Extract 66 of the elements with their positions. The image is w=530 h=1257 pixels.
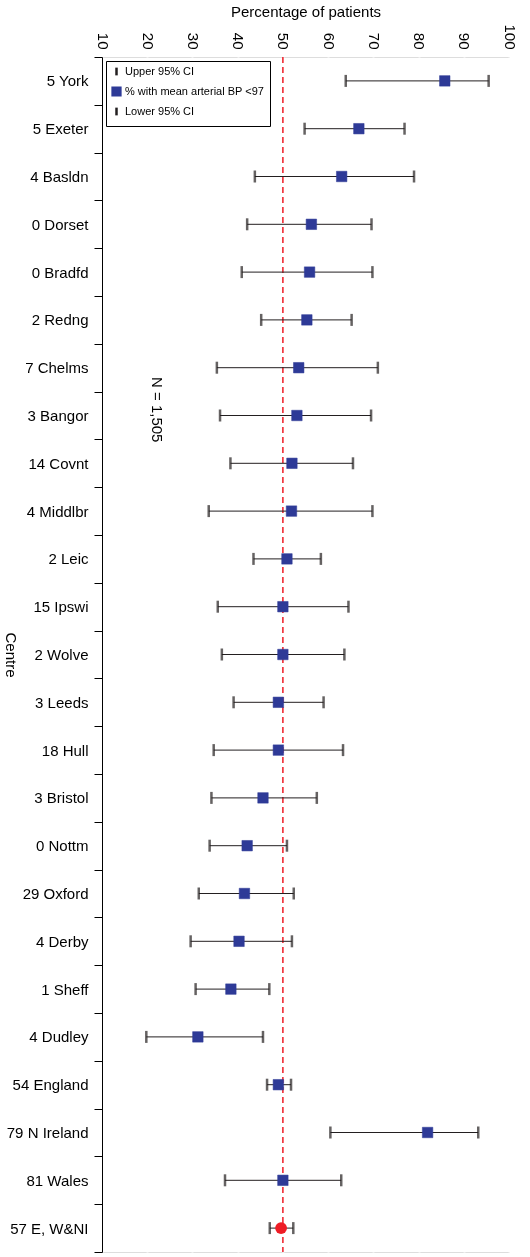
point [422, 1127, 434, 1138]
x-tick-label: 50 [275, 32, 293, 50]
x-tick-label: 100 [501, 24, 519, 50]
y-tick-label: 54 England [12, 1076, 89, 1094]
annotation: Upper 95% CI [125, 64, 195, 77]
point [439, 75, 451, 87]
point [281, 553, 293, 565]
point [277, 649, 289, 660]
point [272, 744, 284, 756]
x-tick-label: 90 [456, 32, 474, 50]
point [304, 266, 316, 278]
y-tick-label: 81 Wales [26, 1171, 89, 1189]
y-tick-label: 4 Basldn [30, 168, 89, 185]
x-axis-title: Percentage of patients [230, 3, 382, 21]
y-tick-label: 7 Chelms [25, 359, 89, 377]
y-tick-label: 57 E, W&NI [10, 1219, 89, 1237]
y-tick-label: 14 Covnt [28, 454, 90, 472]
point [286, 457, 298, 469]
y-tick-label: 18 Hull [41, 741, 89, 759]
y-tick-label: 0 Nottm [35, 837, 89, 855]
x-tick-label: 20 [139, 32, 157, 50]
point [241, 840, 253, 852]
y-tick-label: 2 Wolve [34, 646, 89, 663]
point [272, 696, 284, 708]
y-tick-label: 0 Bradfd [31, 263, 89, 281]
annotation: Lower 95% CI [125, 104, 195, 117]
y-tick-label: 4 Derby [35, 932, 89, 950]
y-tick-label: 4 Middlbr [26, 502, 89, 520]
point [192, 1031, 204, 1043]
y-tick-label: 5 York [46, 72, 89, 90]
y-tick-label: 2 Redng [31, 311, 89, 329]
point [293, 362, 305, 374]
x-tick-label: 10 [94, 32, 112, 50]
y-tick-label: 29 Oxford [22, 885, 89, 902]
point [301, 314, 313, 326]
point [225, 983, 237, 995]
point [336, 171, 348, 182]
point [291, 410, 303, 421]
y-tick-label: 3 Leeds [35, 693, 89, 711]
x-tick-label: 70 [365, 32, 383, 50]
point [257, 792, 269, 804]
point [238, 888, 250, 899]
x-tick-label: 40 [230, 32, 248, 50]
x-tick-label: 30 [184, 32, 202, 50]
point [275, 1222, 287, 1234]
point [353, 123, 365, 135]
point [305, 218, 317, 230]
x-tick-label: 60 [320, 32, 338, 50]
y-tick-label: 79 N Ireland [6, 1124, 89, 1141]
legend-label: % with mean arterial BP <97 [125, 84, 264, 97]
y-tick-label: 1 Sheff [41, 980, 90, 998]
point [272, 1079, 284, 1091]
y-tick-label: 5 Exeter [32, 120, 89, 138]
y-tick-label: 3 Bristol [34, 789, 89, 807]
y-tick-label: 0 Dorset [31, 215, 90, 233]
y-axis-title: Centre [2, 632, 20, 678]
x-tick-label: 80 [411, 32, 429, 50]
y-tick-label: 15 Ipswi [33, 598, 89, 616]
y-tick-label: 2 Leic [48, 550, 89, 568]
annotation: N = 1,505 [149, 377, 166, 443]
y-tick-label: 4 Dudley [29, 1028, 89, 1046]
point [233, 935, 245, 947]
y-tick-label: 3 Bangor [27, 407, 89, 424]
point [277, 1174, 289, 1186]
point [285, 505, 297, 517]
point [277, 601, 289, 613]
